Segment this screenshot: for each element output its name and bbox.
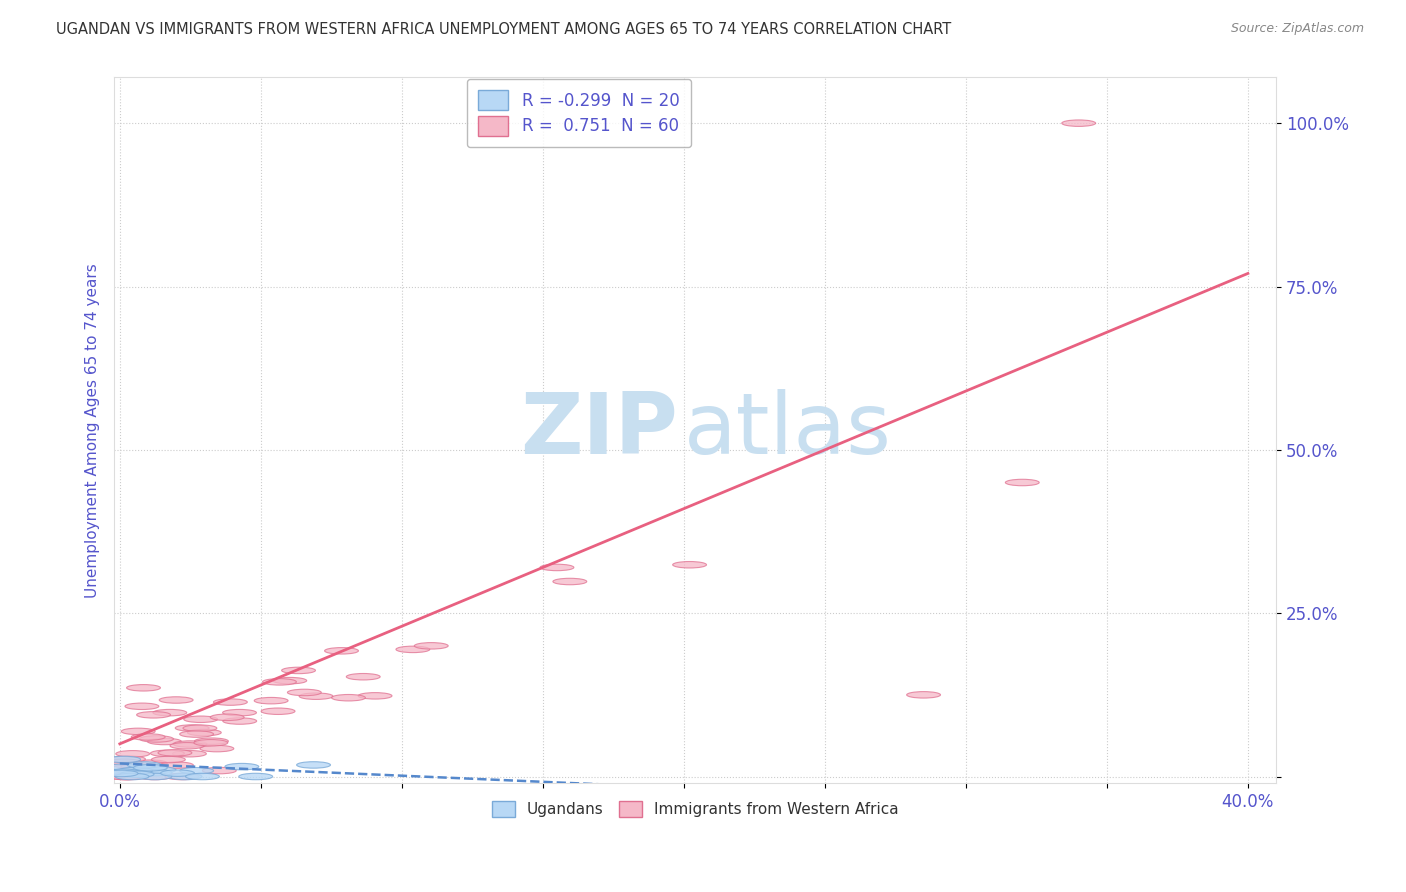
Ellipse shape [131, 734, 165, 740]
Ellipse shape [112, 773, 146, 780]
Ellipse shape [107, 764, 141, 771]
Ellipse shape [107, 769, 141, 775]
Ellipse shape [159, 762, 194, 768]
Ellipse shape [187, 730, 221, 736]
Ellipse shape [176, 725, 209, 731]
Ellipse shape [254, 698, 288, 704]
Ellipse shape [200, 746, 233, 752]
Ellipse shape [540, 565, 574, 571]
Ellipse shape [127, 684, 160, 691]
Ellipse shape [120, 771, 155, 778]
Ellipse shape [110, 773, 143, 780]
Ellipse shape [111, 756, 145, 763]
Ellipse shape [553, 578, 586, 585]
Ellipse shape [134, 760, 167, 766]
Ellipse shape [136, 712, 170, 718]
Ellipse shape [173, 750, 207, 757]
Ellipse shape [157, 749, 191, 756]
Ellipse shape [132, 766, 166, 772]
Ellipse shape [183, 725, 217, 731]
Ellipse shape [180, 767, 214, 774]
Ellipse shape [138, 773, 172, 780]
Ellipse shape [139, 736, 173, 742]
Ellipse shape [1005, 479, 1039, 486]
Ellipse shape [115, 750, 149, 757]
Ellipse shape [194, 738, 228, 745]
Ellipse shape [153, 709, 187, 716]
Ellipse shape [180, 731, 214, 738]
Ellipse shape [222, 718, 257, 724]
Ellipse shape [115, 768, 149, 774]
Ellipse shape [107, 756, 141, 763]
Ellipse shape [396, 646, 430, 653]
Ellipse shape [194, 739, 228, 746]
Ellipse shape [415, 642, 449, 649]
Ellipse shape [107, 773, 142, 780]
Ellipse shape [110, 761, 145, 768]
Ellipse shape [121, 763, 155, 769]
Ellipse shape [108, 759, 142, 765]
Ellipse shape [214, 698, 247, 706]
Ellipse shape [186, 773, 219, 780]
Ellipse shape [115, 773, 149, 780]
Ellipse shape [299, 693, 333, 699]
Ellipse shape [225, 764, 259, 770]
Ellipse shape [1062, 120, 1095, 127]
Ellipse shape [165, 773, 198, 780]
Ellipse shape [128, 762, 162, 768]
Ellipse shape [148, 739, 181, 745]
Ellipse shape [142, 766, 176, 773]
Ellipse shape [359, 692, 392, 699]
Text: ZIP: ZIP [520, 389, 678, 472]
Ellipse shape [104, 770, 138, 777]
Ellipse shape [222, 709, 256, 716]
Ellipse shape [170, 742, 204, 749]
Ellipse shape [138, 773, 172, 780]
Ellipse shape [150, 750, 184, 756]
Text: Source: ZipAtlas.com: Source: ZipAtlas.com [1230, 22, 1364, 36]
Ellipse shape [287, 690, 322, 696]
Ellipse shape [907, 691, 941, 698]
Ellipse shape [134, 764, 167, 771]
Ellipse shape [281, 667, 315, 673]
Y-axis label: Unemployment Among Ages 65 to 74 years: Unemployment Among Ages 65 to 74 years [86, 263, 100, 598]
Ellipse shape [125, 703, 159, 709]
Ellipse shape [297, 762, 330, 768]
Ellipse shape [184, 716, 218, 723]
Ellipse shape [262, 708, 295, 714]
Ellipse shape [138, 770, 172, 776]
Ellipse shape [346, 673, 380, 680]
Text: UGANDAN VS IMMIGRANTS FROM WESTERN AFRICA UNEMPLOYMENT AMONG AGES 65 TO 74 YEARS: UGANDAN VS IMMIGRANTS FROM WESTERN AFRIC… [56, 22, 952, 37]
Ellipse shape [211, 714, 245, 721]
Ellipse shape [672, 562, 706, 568]
Ellipse shape [159, 697, 193, 703]
Ellipse shape [239, 773, 273, 780]
Ellipse shape [273, 677, 307, 684]
Ellipse shape [169, 773, 202, 780]
Ellipse shape [173, 740, 207, 747]
Ellipse shape [118, 767, 153, 773]
Ellipse shape [325, 648, 359, 654]
Ellipse shape [152, 756, 186, 763]
Ellipse shape [263, 679, 297, 685]
Legend: Ugandans, Immigrants from Western Africa: Ugandans, Immigrants from Western Africa [484, 794, 907, 825]
Text: atlas: atlas [683, 389, 891, 472]
Ellipse shape [121, 728, 155, 735]
Ellipse shape [332, 695, 366, 701]
Ellipse shape [202, 767, 236, 774]
Ellipse shape [160, 770, 194, 776]
